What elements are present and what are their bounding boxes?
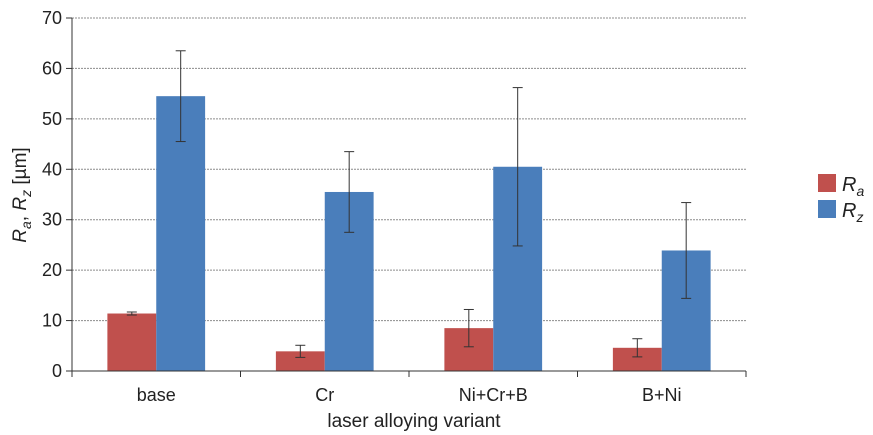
- bar-ra: [612, 347, 662, 371]
- y-tick-label: 40: [42, 159, 62, 179]
- x-tick-label: B+Ni: [642, 385, 682, 405]
- bars: [107, 96, 711, 372]
- y-axis-title-unit: [µm]: [10, 147, 31, 190]
- y-tick-label: 10: [42, 311, 62, 331]
- y-tick-label: 50: [42, 109, 62, 129]
- y-axis-title-sep: ,: [10, 211, 31, 222]
- x-tick-label: base: [137, 385, 176, 405]
- legend-label-rz-sub: z: [855, 209, 863, 225]
- y-tick-label: 30: [42, 210, 62, 230]
- error-bars: [126, 50, 692, 358]
- x-axis-title: laser alloying variant: [327, 411, 501, 432]
- legend-label-ra-sub: a: [856, 183, 864, 199]
- bar-ra: [107, 313, 157, 371]
- tick-labels: 0 10 20 30 40 50 60 70 base Cr Ni+Cr+B B+Ni: [42, 8, 682, 405]
- legend-swatch-rz: [818, 200, 836, 218]
- y-axis-title-r2: R: [10, 197, 31, 211]
- y-tick-label: 0: [52, 361, 62, 381]
- legend-label-ra: Ra: [842, 174, 864, 199]
- y-axis-title-s1: a: [18, 221, 34, 229]
- legend-swatch-ra: [818, 174, 836, 192]
- x-tick-label: Ni+Cr+B: [459, 385, 528, 405]
- legend-label-rz: Rz: [842, 200, 863, 225]
- y-axis-title: Ra, Rz [µm]: [10, 147, 34, 242]
- legend-label-ra-main: R: [842, 174, 856, 196]
- legend: Ra Rz: [818, 174, 864, 225]
- axes: [66, 17, 747, 377]
- y-tick-label: 20: [42, 260, 62, 280]
- y-tick-label: 60: [42, 58, 62, 78]
- legend-label-rz-main: R: [842, 200, 856, 222]
- x-tick-label: Cr: [315, 385, 334, 405]
- y-axis-title-r1: R: [10, 229, 31, 243]
- bar-ra: [275, 351, 325, 371]
- y-tick-label: 70: [42, 8, 62, 28]
- y-axis-title-s2: z: [18, 190, 34, 198]
